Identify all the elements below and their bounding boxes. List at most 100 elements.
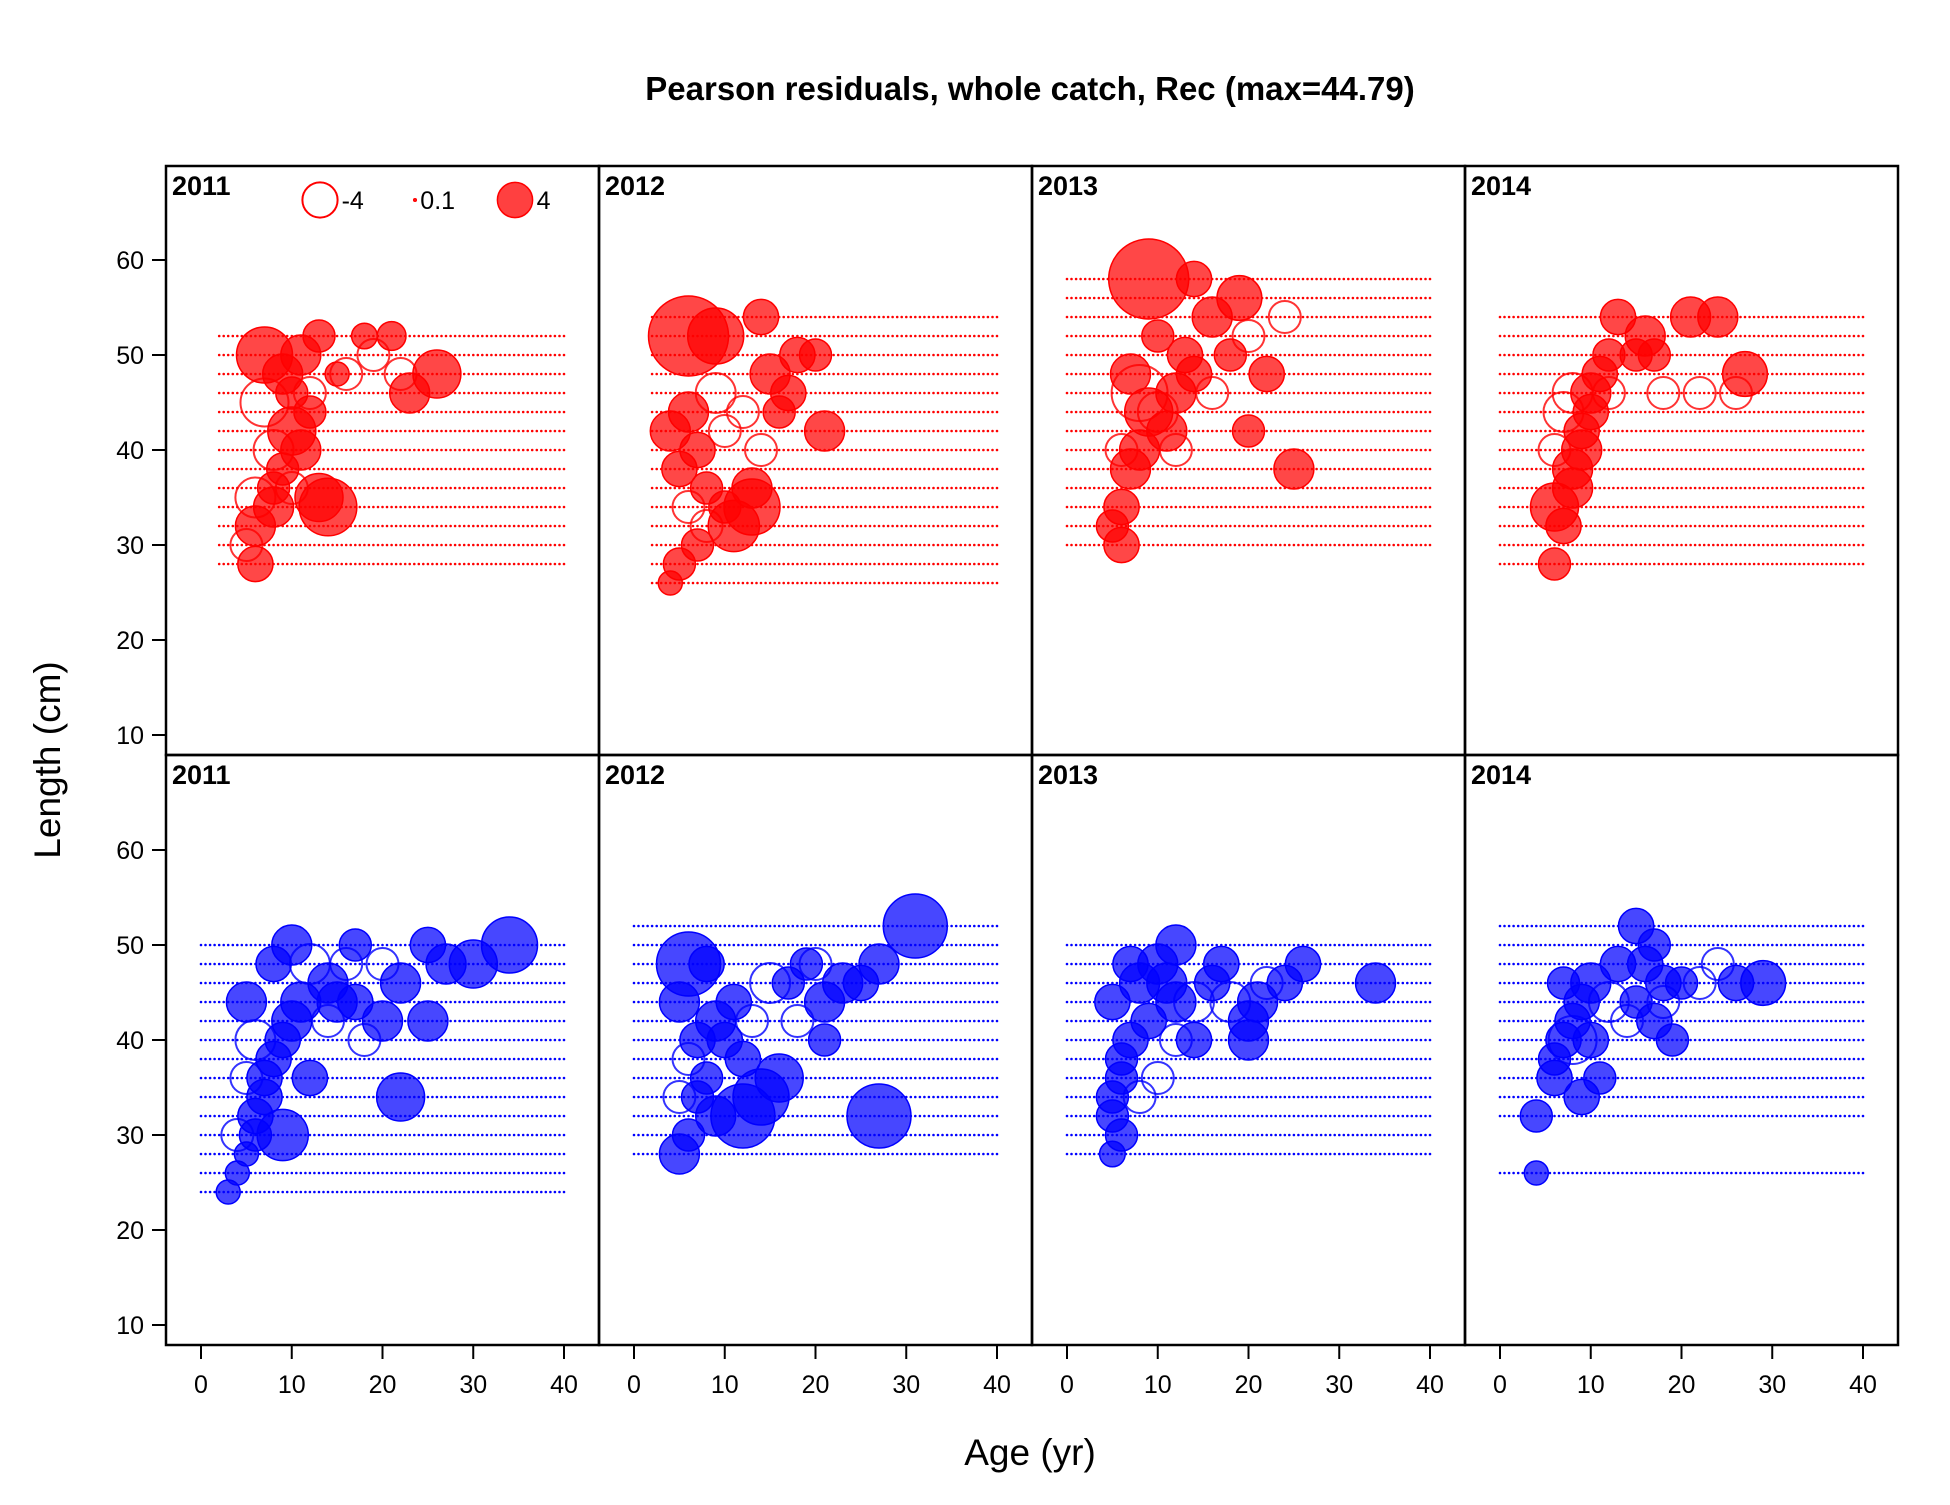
residual-dot [503,429,507,433]
residual-dot [1201,448,1205,452]
residual-dot [886,353,890,357]
residual-dot [517,448,520,452]
residual-dot [344,1190,348,1194]
residual-dot [1197,410,1200,414]
residual-dot [249,448,253,452]
residual-dot [544,372,548,376]
residual-dot [1083,524,1087,528]
residual-dot [208,1133,212,1137]
residual-dot [1839,372,1842,376]
residual-dot [1401,391,1405,395]
residual-dot [1793,467,1797,471]
residual-dot [363,505,366,509]
residual-dot [1689,467,1692,471]
residual-dot [718,467,722,471]
residual-dot [1396,410,1400,414]
residual-dot [1092,410,1096,414]
residual-dot [1598,562,1602,566]
residual-dot [900,505,903,509]
residual-dot [403,1171,407,1175]
residual-dot [1761,448,1765,452]
residual-dot [1780,467,1783,471]
residual-dot [1224,448,1228,452]
residual-dot [1356,372,1359,376]
residual-dot [1811,315,1815,319]
residual-dot [540,1133,543,1137]
residual-dot [363,429,366,433]
residual-dot [372,543,375,547]
residual-dot [1811,334,1815,338]
residual-dot [1083,543,1087,547]
residual-dot [1666,543,1670,547]
residual-dot [1174,486,1178,490]
residual-dot [485,448,489,452]
residual-dot [335,429,339,433]
residual-dot [1120,429,1123,433]
residual-dot [1074,467,1078,471]
residual-dot [1297,353,1300,357]
residual-bubble-positive [1721,350,1769,398]
residual-dot [1265,296,1268,300]
residual-dot [1188,524,1191,528]
residual-dot [535,543,539,547]
residual-dot [1675,543,1679,547]
residual-dot [1396,429,1400,433]
residual-dot [481,372,484,376]
residual-dot [728,467,731,471]
residual-dot [476,334,480,338]
residual-dot [1079,505,1082,509]
residual-dot [322,448,325,452]
residual-dot [859,334,863,338]
residual-dot [1387,315,1391,319]
residual-dot [372,1190,375,1194]
residual-dot [1079,372,1082,376]
residual-dot [741,372,745,376]
residual-dot [394,486,398,490]
residual-dot [750,562,754,566]
residual-dot [503,486,507,490]
residual-dot [1698,391,1701,395]
residual-dot [1793,505,1797,509]
residual-dot [331,1114,334,1118]
residual-dot [1260,391,1264,395]
residual-dot [1512,334,1515,338]
residual-dot [1653,448,1656,452]
residual-dot [1594,524,1597,528]
residual-bubble-negative [744,433,778,467]
residual-dot [1374,543,1377,547]
residual-dot [1839,486,1842,490]
residual-dot [1857,410,1860,414]
residual-dot [1580,353,1583,357]
residual-dot [1743,315,1747,319]
residual-dot [304,1190,307,1194]
residual-dot [1798,429,1801,433]
x-axis-label: Age (yr) [964,1432,1096,1473]
residual-dot [991,429,994,433]
residual-dot [254,1190,257,1194]
residual-dot [750,429,754,433]
residual-dot [490,1133,493,1137]
residual-dot [954,543,958,547]
residual-dot [846,391,849,395]
residual-dot [1825,524,1828,528]
residual-dot [1383,315,1386,319]
residual-dot [521,467,525,471]
residual-dot [1374,429,1377,433]
residual-dot [390,562,393,566]
residual-dot [1338,372,1341,376]
residual-dot [385,372,389,376]
residual-dot [1712,391,1715,395]
panel-year-label: 2014 [1471,171,1531,201]
residual-dot [1712,353,1715,357]
residual-dot [1657,410,1661,414]
residual-dot [1247,543,1250,547]
residual-dot [1251,524,1255,528]
residual-dot [308,562,312,566]
residual-dot [363,562,366,566]
residual-dot [968,524,972,528]
residual-dot [1730,467,1733,471]
residual-dot [530,448,534,452]
residual-dot [558,410,561,414]
residual-dot [521,1152,525,1156]
residual-dot [349,448,353,452]
